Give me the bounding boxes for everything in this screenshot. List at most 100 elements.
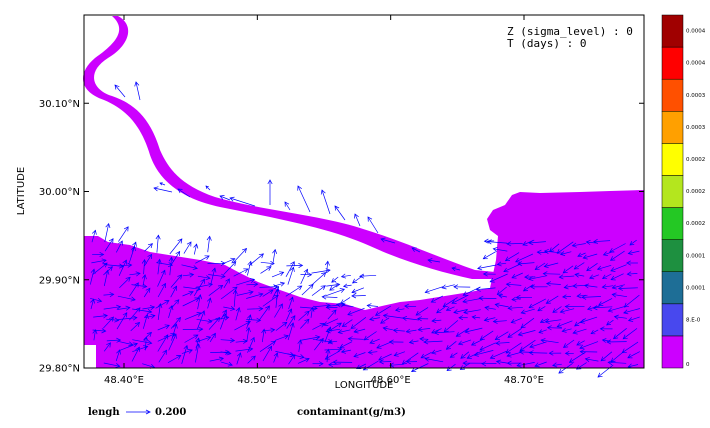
- velocity-arrow: [208, 273, 226, 279]
- velocity-arrow: [219, 313, 228, 330]
- colorbar-label: 0.0002: [686, 189, 705, 195]
- velocity-arrow: [607, 360, 627, 366]
- velocity-arrow: [478, 295, 497, 301]
- velocity-arrow: [540, 338, 559, 344]
- velocity-arrow: [259, 284, 279, 290]
- colorbar-swatch: [661, 271, 684, 305]
- velocity-arrow: [415, 307, 429, 316]
- velocity-arrow: [260, 260, 275, 266]
- y-axis-title: LATITUDE: [16, 167, 27, 215]
- colorbar-swatch: [661, 335, 684, 369]
- velocity-arrow: [546, 325, 563, 331]
- velocity-arrow: [576, 340, 585, 346]
- velocity-arrow: [195, 282, 214, 288]
- velocity-arrow: [617, 285, 638, 291]
- velocity-arrow: [332, 359, 353, 365]
- velocity-arrow: [492, 246, 508, 252]
- velocity-arrow: [115, 240, 123, 253]
- velocity-arrow: [246, 281, 259, 287]
- velocity-arrow: [522, 284, 534, 292]
- velocity-arrow: [458, 315, 468, 321]
- velocity-arrow: [274, 303, 283, 318]
- velocity-arrow: [284, 201, 291, 211]
- velocity-arrow: [401, 315, 420, 321]
- velocity-arrow: [287, 322, 295, 341]
- velocity-arrow: [464, 327, 483, 334]
- velocity-arrow: [92, 251, 105, 258]
- velocity-arrow: [558, 274, 575, 280]
- velocity-arrow: [117, 262, 133, 268]
- velocity-arrow: [589, 274, 600, 280]
- velocity-arrow: [536, 249, 548, 255]
- velocity-arrow: [221, 361, 233, 367]
- velocity-arrow: [209, 332, 216, 343]
- velocity-arrow: [247, 355, 256, 364]
- velocity-arrow: [601, 273, 612, 280]
- velocity-arrow: [627, 250, 640, 256]
- colorbar-label: 0.0002: [686, 157, 705, 163]
- velocity-arrow: [128, 245, 136, 263]
- velocity-arrow: [544, 318, 562, 324]
- velocity-arrow: [312, 323, 325, 330]
- velocity-arrow: [462, 297, 482, 304]
- velocity-arrow: [210, 267, 217, 285]
- vector-legend-arrow: [126, 409, 151, 415]
- water-region: [83, 16, 644, 368]
- velocity-arrow: [506, 360, 522, 366]
- velocity-arrow: [529, 341, 547, 349]
- velocity-arrow: [347, 336, 364, 342]
- velocity-arrow: [106, 317, 120, 323]
- velocity-arrow: [543, 248, 560, 254]
- velocity-arrow: [359, 273, 377, 279]
- velocity-arrow: [285, 285, 303, 297]
- velocity-arrow: [272, 248, 278, 264]
- velocity-arrow: [298, 310, 310, 321]
- velocity-arrow: [325, 348, 331, 363]
- velocity-arrow: [155, 234, 161, 253]
- velocity-arrow: [393, 351, 406, 357]
- velocity-arrow: [193, 243, 199, 255]
- velocity-arrow: [142, 305, 156, 311]
- colorbar: 0 8.E-0 0.0001 0.0001 0.0002 0.0002 0.0002 0.00…: [661, 14, 706, 369]
- velocity-arrow: [106, 337, 122, 343]
- velocity-arrow: [93, 313, 108, 319]
- velocity-arrow: [323, 318, 339, 326]
- velocity-arrow: [311, 285, 326, 296]
- velocity-arrow: [623, 294, 640, 308]
- velocity-arrow: [583, 283, 598, 289]
- velocity-arrow: [573, 262, 585, 270]
- velocity-arrow: [610, 273, 624, 281]
- velocity-arrow: [300, 272, 313, 278]
- colorbar-swatch: [661, 303, 684, 337]
- velocity-arrow: [600, 351, 613, 362]
- velocity-arrow: [524, 274, 536, 280]
- velocity-arrow: [479, 342, 496, 351]
- velocity-arrow: [312, 361, 324, 367]
- velocity-arrow: [492, 318, 507, 324]
- velocity-arrow: [520, 317, 535, 329]
- velocity-arrow: [103, 269, 110, 287]
- velocity-arrow: [610, 250, 625, 261]
- velocity-arrow: [195, 337, 201, 351]
- gulf-water: [84, 190, 644, 368]
- velocity-arrow: [539, 318, 549, 323]
- velocity-arrow: [354, 213, 361, 227]
- y-tick-label: 30.10°N: [39, 99, 80, 110]
- velocity-arrow: [168, 305, 174, 318]
- velocity-arrow: [334, 205, 346, 221]
- velocity-arrow: [219, 195, 231, 201]
- velocity-arrow: [515, 294, 533, 300]
- velocity-arrow: [441, 284, 455, 290]
- velocity-arrow: [182, 272, 195, 278]
- velocity-arrow: [626, 271, 638, 277]
- y-tick-label: 29.90°N: [39, 275, 80, 286]
- velocity-arrow: [507, 328, 522, 338]
- velocity-arrow: [171, 323, 178, 341]
- velocity-arrow: [516, 362, 535, 368]
- velocity-arrow: [504, 252, 520, 262]
- velocity-arrow: [351, 287, 365, 294]
- velocity-arrow: [378, 353, 392, 361]
- velocity-arrow: [494, 302, 509, 308]
- velocity-arrow: [564, 350, 574, 356]
